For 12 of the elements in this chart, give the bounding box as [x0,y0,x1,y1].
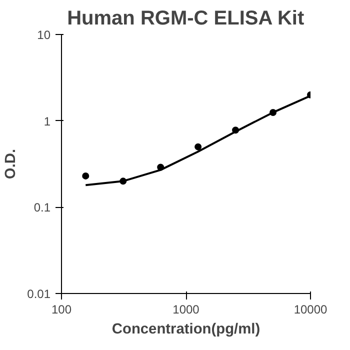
y-tick-label: 0.1 [34,200,51,215]
y-tick-label: 10 [37,28,51,42]
x-axis-title: Concentration(pg/ml) [112,322,260,338]
y-tick-label: 1 [44,114,51,128]
x-tick-label: 100 [51,302,72,316]
chart-title: Human RGM-C ELISA Kit [67,8,304,30]
point [194,143,202,150]
y-axis-title: O.D. [3,148,20,180]
point [82,172,90,180]
y-tick-label: 0.01 [27,287,51,301]
x-tick-label: 1000 [172,302,200,316]
x-tick-label: 10000 [294,302,328,316]
